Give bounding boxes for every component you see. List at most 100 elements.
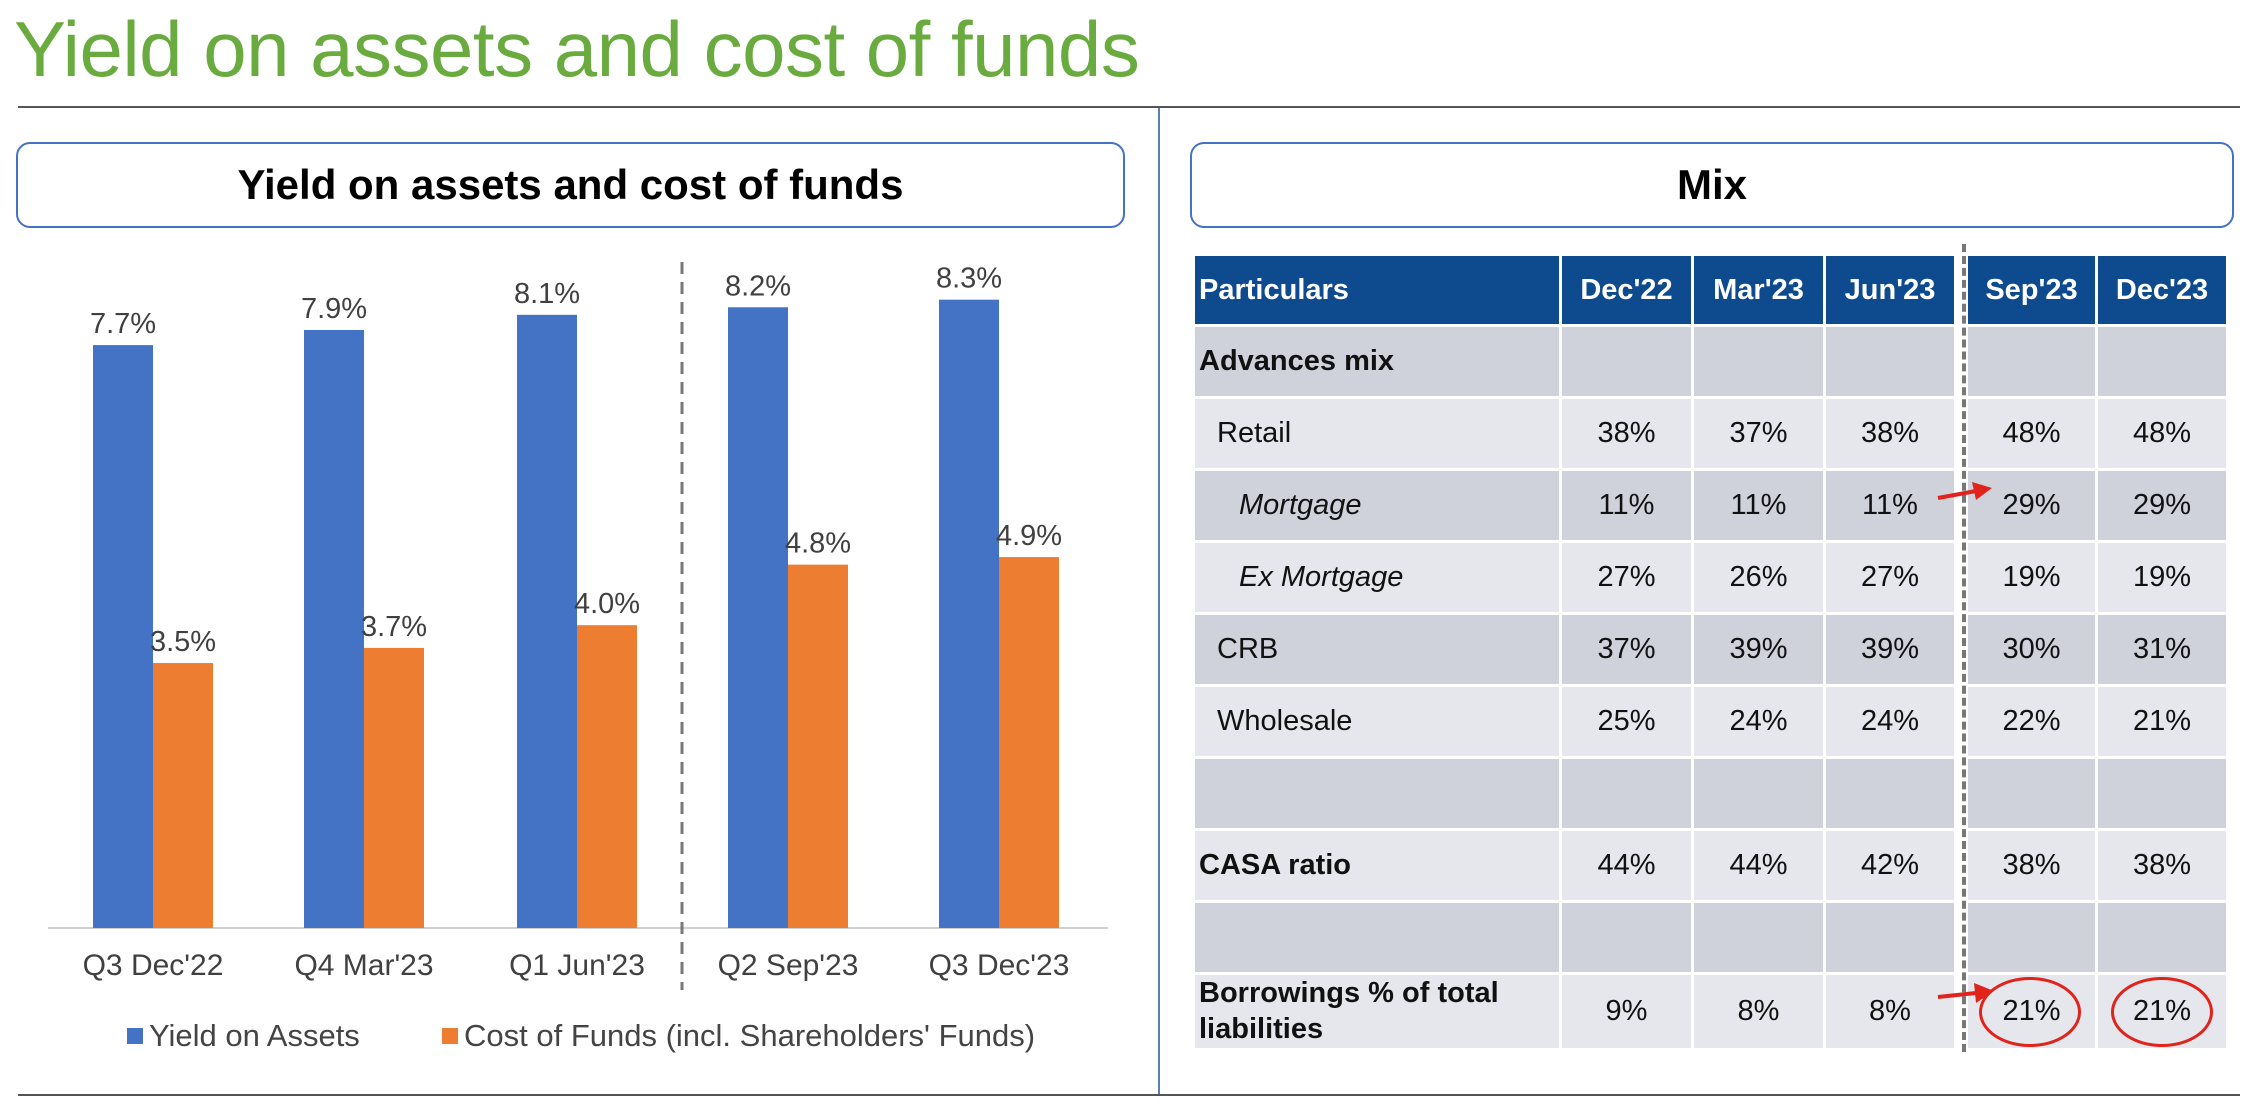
table-cell: 24% bbox=[1694, 687, 1823, 756]
x-tick-label: Q1 Jun'23 bbox=[509, 949, 645, 982]
table-cell: 19% bbox=[2098, 543, 2226, 612]
table-cell: 8% bbox=[1694, 975, 1823, 1048]
header-dec23: Dec'23 bbox=[2098, 256, 2226, 324]
table-cell: 48% bbox=[2098, 399, 2226, 468]
data-label-cost: 4.0% bbox=[574, 588, 640, 620]
data-label-yield: 8.1% bbox=[514, 278, 580, 310]
table-row: Ex Mortgage 27% 26% 27% 19% 19% bbox=[1195, 543, 2226, 612]
data-label-yield: 8.2% bbox=[725, 270, 791, 302]
table-cell: 44% bbox=[1562, 831, 1691, 900]
red-arrow-icon bbox=[1937, 482, 1992, 500]
table-cell bbox=[2098, 327, 2226, 396]
table-cell: 31% bbox=[2098, 615, 2226, 684]
table-cell bbox=[1694, 759, 1823, 828]
table-cell: 42% bbox=[1826, 831, 1954, 900]
mix-panel-title: Mix bbox=[1190, 142, 2234, 228]
bottom-divider bbox=[18, 1094, 2240, 1096]
table-cell: 38% bbox=[2098, 831, 2226, 900]
row-label: Ex Mortgage bbox=[1195, 543, 1559, 612]
bar-yield-on-assets bbox=[728, 307, 788, 928]
table-cell: 8% bbox=[1826, 975, 1954, 1048]
data-label-cost: 4.8% bbox=[785, 528, 851, 560]
data-label-cost: 4.9% bbox=[996, 520, 1062, 552]
table-row bbox=[1195, 903, 2226, 972]
table-cell bbox=[1826, 759, 1954, 828]
table-cell bbox=[1968, 327, 2095, 396]
table-cell bbox=[1694, 903, 1823, 972]
x-tick-label: Q4 Mar'23 bbox=[294, 949, 433, 982]
table-cell: 11% bbox=[1694, 471, 1823, 540]
table-cell bbox=[2098, 759, 2226, 828]
row-label: Advances mix bbox=[1195, 327, 1559, 396]
bar-yield-on-assets bbox=[93, 345, 153, 928]
table-cell bbox=[1826, 327, 1954, 396]
header-sep23: Sep'23 bbox=[1968, 256, 2095, 324]
table-header-row: Particulars Dec'22 Mar'23 Jun'23 Sep'23 … bbox=[1195, 256, 2226, 324]
table-cell: 24% bbox=[1826, 687, 1954, 756]
table-cell: 29% bbox=[1968, 471, 2095, 540]
table-cell: 27% bbox=[1826, 543, 1954, 612]
highlight-circle-sep23 bbox=[1979, 977, 2081, 1047]
table-cell: 29% bbox=[2098, 471, 2226, 540]
bar-cost-of-funds bbox=[999, 557, 1059, 928]
row-label: CASA ratio bbox=[1195, 831, 1559, 900]
top-divider bbox=[18, 106, 2240, 108]
data-label-yield: 7.9% bbox=[301, 293, 367, 325]
highlight-circle-dec23 bbox=[2111, 977, 2213, 1047]
row-label: Retail bbox=[1195, 399, 1559, 468]
page-title: Yield on assets and cost of funds bbox=[14, 5, 1140, 93]
legend-item-cost: Cost of Funds (incl. Shareholders' Funds… bbox=[442, 1018, 1035, 1054]
header-mar23: Mar'23 bbox=[1694, 256, 1823, 324]
bar-cost-of-funds bbox=[153, 663, 213, 928]
table-row: CRB 37% 39% 39% 30% 31% bbox=[1195, 615, 2226, 684]
table-row: Wholesale 25% 24% 24% 22% 21% bbox=[1195, 687, 2226, 756]
table-row: Advances mix bbox=[1195, 327, 2226, 396]
table-row: Mortgage 11% 11% 11% 29% 29% bbox=[1195, 471, 2226, 540]
legend-swatch-cost bbox=[442, 1028, 458, 1044]
chart-panel-title: Yield on assets and cost of funds bbox=[16, 142, 1125, 228]
table-cell: 25% bbox=[1562, 687, 1691, 756]
data-label-yield: 7.7% bbox=[90, 308, 156, 340]
x-tick-label: Q3 Dec'22 bbox=[83, 949, 224, 982]
data-label-yield: 8.3% bbox=[936, 263, 1002, 295]
table-cell: 37% bbox=[1562, 615, 1691, 684]
table-cell: 11% bbox=[1562, 471, 1691, 540]
row-label: Borrowings % of total liabilities bbox=[1195, 975, 1559, 1048]
row-label: CRB bbox=[1195, 615, 1559, 684]
table-row bbox=[1195, 759, 2226, 828]
period-divider-dashed bbox=[1962, 244, 1966, 1052]
bar-chart: 7.7% 3.5% Q3 Dec'22 7.9% 3.7% Q4 Mar'23 8.1% 4.… bbox=[48, 262, 1108, 990]
table-cell: 9% bbox=[1562, 975, 1691, 1048]
legend-item-yield: Yield on Assets bbox=[127, 1018, 360, 1054]
bar-cost-of-funds bbox=[364, 647, 424, 928]
table-cell: 44% bbox=[1694, 831, 1823, 900]
mix-table: Particulars Dec'22 Mar'23 Jun'23 Sep'23 … bbox=[1192, 253, 2229, 1051]
table-cell bbox=[1562, 903, 1691, 972]
table-cell bbox=[1694, 327, 1823, 396]
table-cell bbox=[2098, 903, 2226, 972]
x-tick-label: Q2 Sep'23 bbox=[718, 949, 859, 982]
row-label bbox=[1195, 759, 1559, 828]
header-jun23: Jun'23 bbox=[1826, 256, 1954, 324]
bar-yield-on-assets bbox=[939, 299, 999, 928]
bar-cost-of-funds bbox=[788, 564, 848, 928]
table-cell: 27% bbox=[1562, 543, 1691, 612]
table-cell bbox=[1826, 903, 1954, 972]
bar-yield-on-assets bbox=[304, 329, 364, 929]
table-cell: 37% bbox=[1694, 399, 1823, 468]
table-cell: 30% bbox=[1968, 615, 2095, 684]
bar-yield-on-assets bbox=[517, 314, 577, 929]
table-cell: 22% bbox=[1968, 687, 2095, 756]
table-cell: 39% bbox=[1694, 615, 1823, 684]
row-label: Wholesale bbox=[1195, 687, 1559, 756]
table-cell: 38% bbox=[1826, 399, 1954, 468]
table-cell: 38% bbox=[1968, 831, 2095, 900]
table-row: Retail 38% 37% 38% 48% 48% bbox=[1195, 399, 2226, 468]
table-cell: 21% bbox=[2098, 687, 2226, 756]
table-cell bbox=[1968, 903, 2095, 972]
table-cell: 19% bbox=[1968, 543, 2095, 612]
data-label-cost: 3.7% bbox=[361, 611, 427, 643]
table-cell: 48% bbox=[1968, 399, 2095, 468]
table-cell bbox=[1562, 327, 1691, 396]
table-cell: 11% bbox=[1826, 471, 1954, 540]
